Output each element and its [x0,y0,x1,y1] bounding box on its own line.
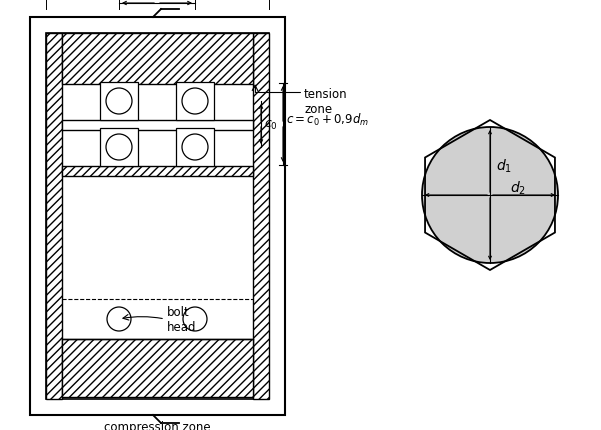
Bar [46,34,62,399]
Text: $c=c_0+0{,}9d_m$: $c=c_0+0{,}9d_m$ [286,112,369,128]
Bar [176,129,214,166]
Bar [62,166,253,177]
Circle shape [183,307,207,331]
Bar [253,34,269,399]
Bar [62,34,253,85]
Bar [62,121,253,131]
Bar [100,83,138,121]
Bar [100,129,138,166]
Bar [46,34,269,399]
Circle shape [106,89,132,115]
Bar [176,83,214,121]
Circle shape [182,135,208,161]
Text: $d_2$: $d_2$ [510,179,526,196]
Circle shape [182,89,208,115]
Circle shape [422,128,558,264]
Circle shape [107,307,131,331]
Text: $d_1$: $d_1$ [496,157,512,174]
Text: bolt
head: bolt head [167,305,197,333]
Circle shape [106,135,132,161]
Text: tension
zone: tension zone [304,88,347,116]
Text: compression zone: compression zone [104,420,210,430]
Bar [30,18,285,415]
Text: $c_0$: $c_0$ [264,118,278,131]
Bar [62,339,253,397]
